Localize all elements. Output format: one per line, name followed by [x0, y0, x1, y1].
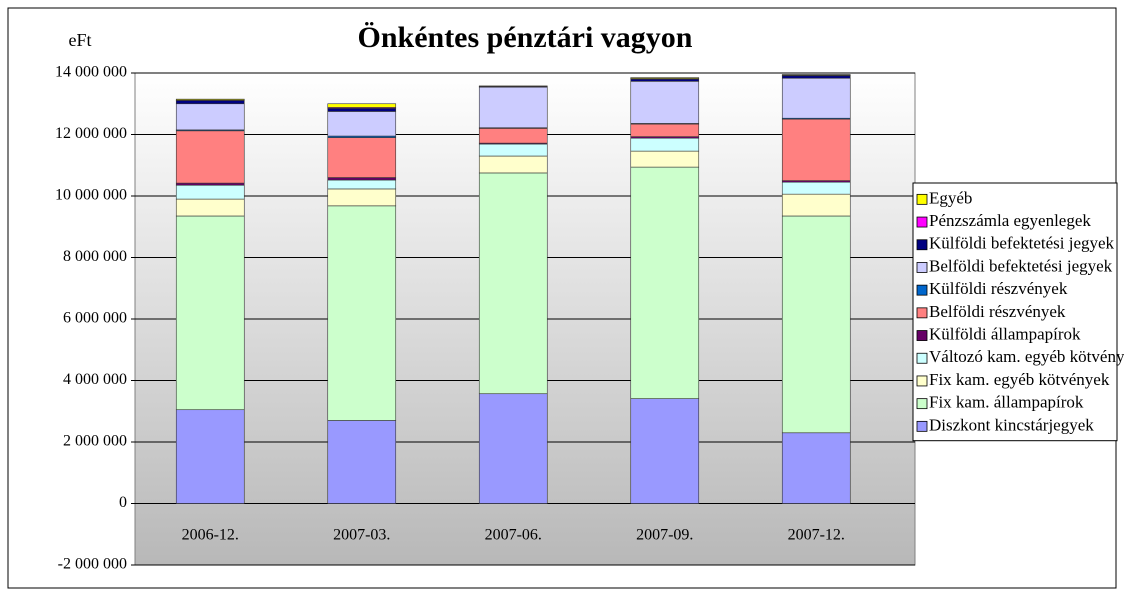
x-tick-label: 2007-12.: [788, 527, 845, 544]
bar-segment: [630, 150, 700, 168]
bar-segment: [781, 75, 851, 79]
legend-label: Belföldi befektetési jegyek: [929, 256, 1113, 275]
bar-segment: [327, 205, 397, 421]
bar-segment: [327, 111, 397, 137]
y-tick-label: 6 000 000: [63, 310, 127, 327]
bar-segment: [175, 130, 245, 184]
legend-label: Külföldi részvények: [929, 279, 1068, 298]
bar-segment: [630, 166, 700, 399]
y-tick-label: -2 000 000: [58, 556, 127, 573]
bar-segment: [781, 118, 851, 181]
bar-segment: [781, 432, 851, 504]
chart-title: Önkéntes pénztári vagyon: [357, 21, 692, 54]
legend-label: Változó kam. egyéb kötvények: [929, 347, 1124, 366]
bar-segment: [630, 78, 700, 82]
legend-swatch: [916, 307, 928, 319]
bar-segment: [478, 393, 548, 504]
bar-segment: [630, 398, 700, 504]
bar-segment: [327, 177, 397, 181]
bar-segment: [630, 123, 700, 137]
legend-swatch: [916, 352, 928, 364]
legend-swatch: [916, 262, 928, 273]
y-tick-label: 14 000 000: [55, 64, 127, 81]
legend-label: Fix kam. állampapírok: [929, 393, 1084, 412]
legend-swatch: [916, 330, 928, 341]
x-tick-label: 2007-03.: [333, 527, 390, 544]
bar-segment: [327, 108, 397, 112]
bar-segment: [478, 143, 548, 157]
bar-segment: [781, 77, 851, 119]
bar-segment: [327, 179, 397, 190]
legend-swatch: [916, 375, 928, 387]
bar-segment: [327, 188, 397, 207]
bar-segment: [781, 181, 851, 195]
legend-swatch: [916, 420, 928, 432]
bar-segment: [327, 103, 397, 108]
legend-swatch: [916, 216, 928, 228]
legend-label: Diszkont kincstárjegyek: [929, 415, 1094, 434]
bar-segment: [175, 182, 245, 186]
bar-segment: [175, 198, 245, 217]
y-tick-label: 12 000 000: [55, 125, 127, 142]
bar-segment: [478, 172, 548, 395]
bar-segment: [175, 184, 245, 200]
bar-segment: [175, 100, 245, 105]
bar-segment: [630, 77, 700, 79]
legend-label: Külföldi befektetési jegyek: [929, 234, 1115, 253]
x-tick-label: 2006-12.: [182, 527, 239, 544]
legend-swatch: [916, 239, 928, 251]
bar-segment: [175, 215, 245, 411]
legend: Egyéb Pénzszámla egyenlegek Külföldi befek…: [912, 182, 1124, 442]
bar-segment: [478, 128, 548, 144]
legend-swatch: [916, 193, 928, 205]
bar-segment: [478, 155, 548, 174]
y-tick-label: 8 000 000: [63, 248, 127, 265]
legend-swatch: [916, 398, 928, 410]
legend-label: Pénzszámla egyenlegek: [929, 211, 1091, 230]
legend-box: [912, 182, 1118, 442]
bar-segment: [781, 215, 851, 434]
y-tick-label: 0: [119, 494, 127, 511]
bar-segment: [781, 193, 851, 217]
legend-label: Fix kam. egyéb kötvények: [929, 370, 1110, 389]
y-tick-label: 2 000 000: [63, 433, 127, 450]
bar-segment: [175, 98, 245, 101]
legend-label: Belföldi részvények: [929, 302, 1066, 321]
bar-segment: [327, 137, 397, 178]
y-tick-label: 4 000 000: [63, 371, 127, 388]
bar-segment: [630, 137, 700, 152]
bar-segment: [327, 420, 397, 504]
legend-swatch: [916, 284, 928, 296]
y-tick-label: 10 000 000: [55, 187, 127, 204]
y-axis-label: eFt: [68, 30, 91, 50]
bar-segment: [478, 86, 548, 129]
bar-segment: [630, 81, 700, 124]
bar-segment: [175, 409, 245, 504]
legend-label: Egyéb: [929, 188, 972, 207]
bar-segment: [781, 74, 851, 76]
bar-segment: [175, 103, 245, 131]
x-tick-label: 2007-06.: [485, 527, 542, 544]
legend-label: Külföldi állampapírok: [929, 324, 1081, 343]
x-tick-label: 2007-09.: [636, 527, 693, 544]
